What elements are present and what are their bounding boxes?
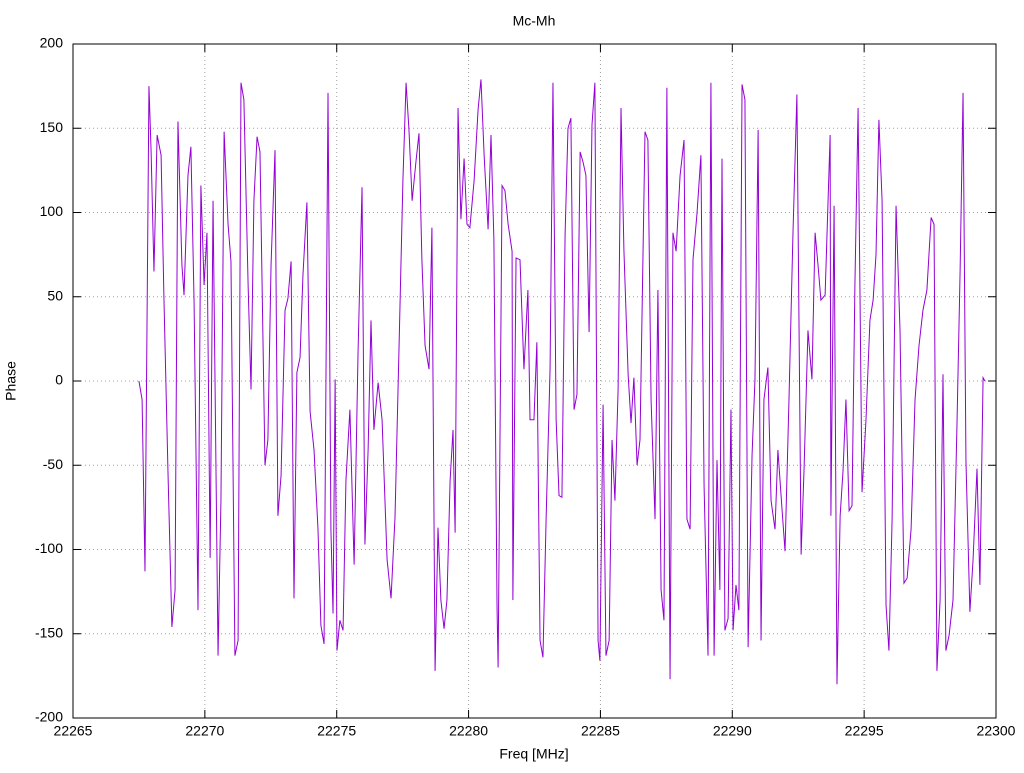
plot-border bbox=[72, 43, 997, 719]
y-tick-label: 0 bbox=[55, 372, 63, 388]
x-axis-label: Freq [MHz] bbox=[499, 746, 568, 762]
y-tick-label: -50 bbox=[43, 456, 63, 472]
x-tick-label: 22265 bbox=[54, 723, 93, 739]
x-tick-label: 22300 bbox=[977, 723, 1016, 739]
y-tick-label: 50 bbox=[47, 287, 63, 303]
x-tick-label: 22270 bbox=[185, 723, 224, 739]
y-axis-label: Phase bbox=[3, 361, 19, 401]
y-tick-label: 200 bbox=[40, 35, 64, 51]
x-tick-label: 22280 bbox=[449, 723, 488, 739]
data-line bbox=[138, 79, 986, 685]
y-tick-label: -200 bbox=[35, 709, 63, 725]
x-tick-label: 22275 bbox=[317, 723, 356, 739]
y-tick-label: 150 bbox=[40, 119, 64, 135]
chart-title: Mc-Mh bbox=[513, 13, 556, 29]
y-tick-label: -100 bbox=[35, 540, 63, 556]
y-tick-label: -150 bbox=[35, 624, 63, 640]
y-tick-label: 100 bbox=[40, 203, 64, 219]
x-tick-label: 22290 bbox=[713, 723, 752, 739]
x-tick-label: 22285 bbox=[581, 723, 620, 739]
x-tick-label: 22295 bbox=[845, 723, 884, 739]
